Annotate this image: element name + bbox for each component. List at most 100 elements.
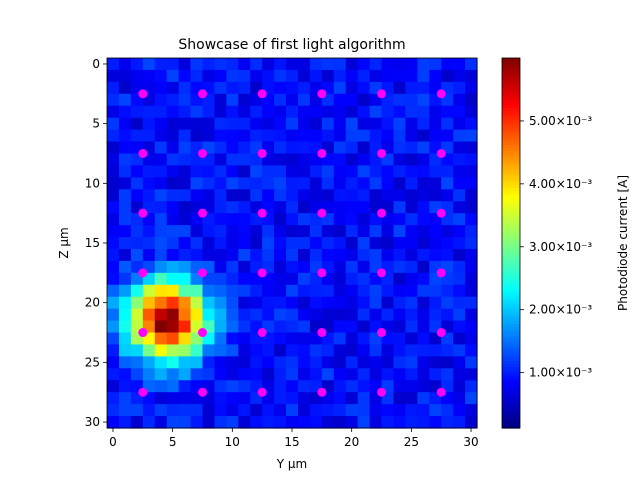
- heatmap-cell: [214, 332, 227, 346]
- heatmap-cell: [453, 344, 466, 357]
- heatmap-cell: [250, 237, 263, 250]
- colorbar-segment: [502, 326, 520, 330]
- heatmap-cell: [333, 201, 347, 214]
- heatmap-cell: [345, 272, 359, 286]
- heatmap-cell: [465, 177, 478, 190]
- heatmap-cell: [286, 129, 299, 143]
- heatmap-cell: [345, 213, 359, 226]
- heatmap-cell: [429, 165, 442, 178]
- heatmap-cell: [417, 356, 430, 369]
- heatmap-cell: [130, 105, 144, 119]
- heatmap-cell: [369, 356, 383, 369]
- heatmap-cell: [453, 356, 466, 369]
- heatmap-cell: [226, 296, 239, 310]
- heatmap-cell: [345, 368, 359, 381]
- heatmap-cell: [429, 105, 442, 119]
- colorbar-segment: [502, 391, 520, 395]
- y-tick-label: 25: [85, 355, 100, 369]
- heatmap-cell: [345, 248, 359, 262]
- heatmap-cell: [190, 117, 204, 131]
- heatmap-cell: [357, 284, 371, 298]
- heatmap-cell: [333, 177, 347, 190]
- colorbar-segment: [502, 338, 520, 343]
- heatmap-cell: [381, 225, 395, 238]
- heatmap-cell: [417, 260, 430, 274]
- heatmap-cell: [286, 284, 299, 298]
- heatmap-cell: [178, 260, 192, 274]
- colorbar-segment: [502, 292, 520, 297]
- heatmap-cell: [178, 380, 192, 393]
- heatmap-cell: [118, 81, 132, 95]
- heatmap-cell: [429, 69, 442, 83]
- heatmap-cell: [107, 213, 120, 226]
- x-tick-label: 10: [225, 435, 240, 449]
- heatmap-cell: [178, 416, 192, 429]
- heatmap-cell: [190, 404, 204, 417]
- heatmap-cell: [238, 189, 251, 202]
- heatmap-cell: [166, 177, 180, 190]
- heatmap-cell: [202, 344, 216, 357]
- heatmap-cell: [202, 308, 216, 322]
- heatmap-cell: [453, 58, 466, 71]
- colorbar-segment: [502, 113, 520, 118]
- heatmap-cell: [214, 189, 227, 202]
- heatmap-cell: [214, 416, 227, 429]
- heatmap-cell: [405, 356, 418, 369]
- heatmap-cell: [286, 81, 299, 95]
- heatmap-cell: [262, 308, 275, 322]
- heatmap-cell: [321, 368, 335, 381]
- heatmap-cell: [357, 392, 371, 405]
- heatmap-cell: [178, 404, 192, 417]
- heatmap-cell: [274, 308, 287, 322]
- colorbar-segment: [502, 153, 520, 158]
- heatmap-cell: [142, 117, 156, 131]
- heatmap-cell: [214, 129, 227, 143]
- heatmap-cell: [333, 356, 347, 369]
- heatmap-cell: [417, 189, 430, 202]
- heatmap-cell: [154, 81, 168, 95]
- heatmap-cell: [345, 165, 359, 178]
- heatmap-cell: [226, 129, 239, 143]
- heatmap-cell: [118, 284, 132, 298]
- heatmap-cell: [107, 296, 120, 310]
- heatmap-cell: [107, 117, 120, 131]
- heatmap-cell: [369, 416, 383, 429]
- heatmap-cell: [250, 129, 263, 143]
- heatmap-cell: [154, 165, 168, 178]
- heatmap-cell: [202, 248, 216, 262]
- heatmap-cell: [274, 284, 287, 298]
- heatmap-cell: [130, 404, 144, 417]
- heatmap-cell: [118, 117, 132, 131]
- heatmap-cell: [274, 368, 287, 381]
- heatmap-cell: [178, 58, 192, 71]
- heatmap-cell: [166, 153, 180, 167]
- heatmap-cell: [405, 153, 418, 167]
- heatmap-cell: [333, 344, 347, 357]
- heatmap-cell: [130, 284, 144, 298]
- heatmap-cell: [441, 189, 454, 202]
- heatmap-cell: [465, 225, 478, 238]
- heatmap-cell: [118, 404, 132, 417]
- colorbar-segment: [502, 249, 520, 253]
- heatmap-cell: [297, 58, 311, 71]
- heatmap-cell: [381, 248, 395, 262]
- heatmap-cell: [417, 105, 430, 119]
- colorbar-segment: [502, 95, 520, 99]
- colorbar-segment: [502, 354, 520, 358]
- heatmap-cell: [226, 368, 239, 381]
- heatmap-cell: [333, 213, 347, 226]
- colorbar-segment: [502, 369, 520, 374]
- heatmap-cell: [118, 129, 132, 143]
- heatmap-cell: [226, 308, 239, 322]
- marker-points: [138, 89, 446, 397]
- heatmap-cell: [202, 177, 216, 190]
- heatmap-cell: [333, 248, 347, 262]
- heatmap-cell: [190, 296, 204, 310]
- heatmap-cell: [393, 93, 406, 107]
- heatmap-cell: [297, 344, 311, 357]
- heatmap-cell: [226, 58, 239, 71]
- heatmap-cell: [345, 356, 359, 369]
- heatmap-cell: [130, 129, 144, 143]
- heatmap-cell: [333, 153, 347, 167]
- heatmap-cell: [357, 153, 371, 167]
